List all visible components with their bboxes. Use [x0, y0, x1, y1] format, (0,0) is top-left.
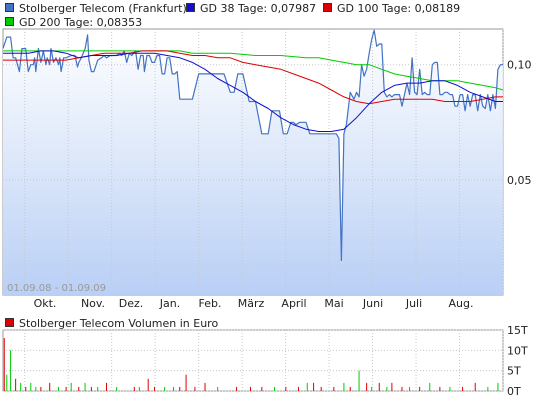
price-x-tick-label: Feb. [199, 297, 222, 310]
legend-gd38: GD 38 Tage: 0,07987 [186, 3, 316, 15]
price-x-tick-label: Jan. [159, 297, 180, 310]
series-line-gd-2 [3, 50, 503, 105]
legend-main-swatch [5, 3, 14, 12]
price-x-tick-label: Juli [405, 297, 422, 310]
legend-gd200-swatch [5, 17, 14, 26]
legend-volume: Stolberger Telecom Volumen in Euro [5, 318, 218, 330]
price-y-tick-label: 0,10 [507, 59, 532, 72]
price-x-tick-label: Dez. [119, 297, 144, 310]
legend-main: Stolberger Telecom (Frankfurt) [5, 3, 187, 15]
price-y-tick-label: 0,05 [507, 174, 532, 187]
legend-main-label: Stolberger Telecom (Frankfurt) [19, 2, 187, 15]
volume-y-tick-label: 0T [507, 385, 521, 398]
price-x-tick-label: April [281, 297, 306, 310]
series-line-gd-1 [3, 50, 503, 132]
volume-y-tick-label: 10T [507, 344, 528, 357]
price-x-tick-label: Aug. [449, 297, 474, 310]
price-x-tick-label: März [238, 297, 265, 310]
legend-volume-swatch [5, 318, 14, 327]
legend-gd200-label: GD 200 Tage: 0,08353 [19, 16, 143, 29]
legend-gd100-swatch [323, 3, 332, 12]
series-line-stolberger-telecom [2, 29, 503, 262]
series-line-gd-3 [3, 50, 504, 91]
volume-plot-frame [2, 329, 504, 392]
volume-y-tick-label: 5T [507, 365, 521, 378]
volume-y-tick-label: 15T [507, 324, 528, 337]
legend-gd200: GD 200 Tage: 0,08353 [5, 17, 142, 29]
legend-gd100-label: GD 100 Tage: 0,08189 [337, 2, 461, 15]
date-range-label: 01.09.08 - 01.09.09 [7, 283, 106, 294]
price-x-tick-label: Mai [324, 297, 343, 310]
price-x-tick-label: Nov. [81, 297, 105, 310]
legend-gd38-swatch [186, 3, 195, 12]
legend-gd100: GD 100 Tage: 0,08189 [323, 3, 460, 15]
legend-volume-label: Stolberger Telecom Volumen in Euro [19, 317, 219, 330]
legend-gd38-label: GD 38 Tage: 0,07987 [200, 2, 317, 15]
price-x-tick-label: Juni [362, 297, 383, 310]
price-x-tick-label: Okt. [34, 297, 57, 310]
